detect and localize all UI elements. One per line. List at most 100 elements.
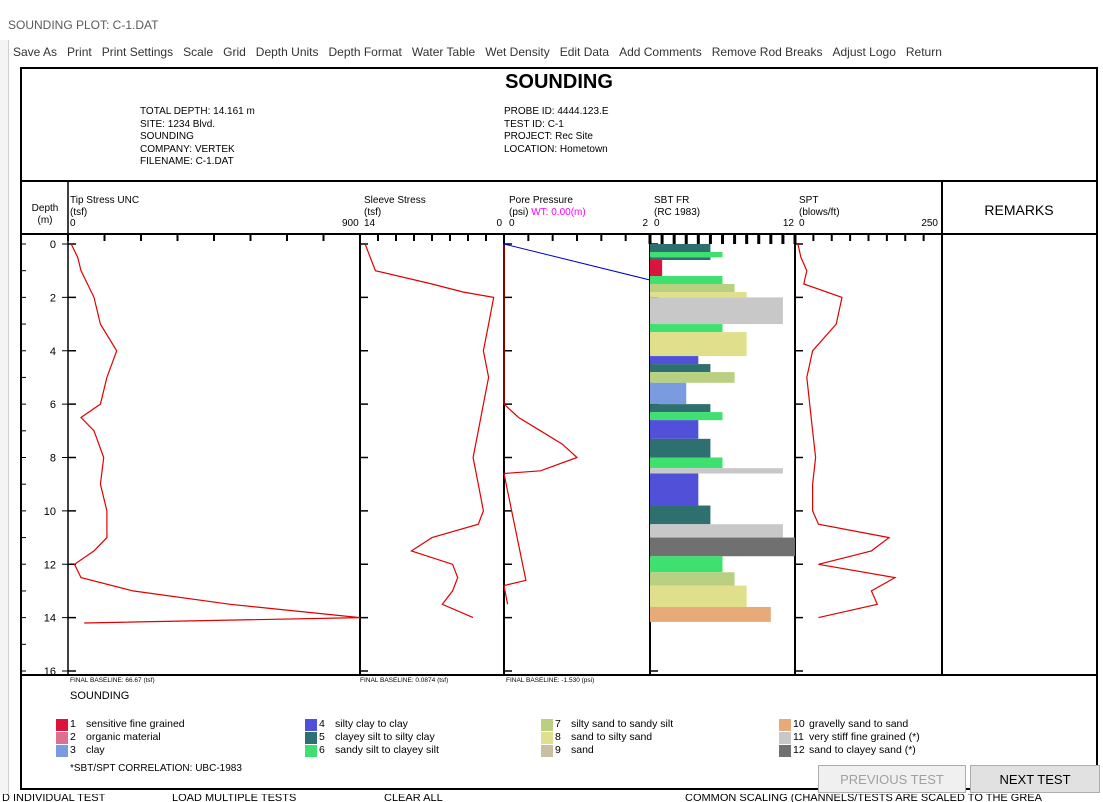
sbt-zone-bar [650, 572, 735, 586]
legend-number-2: 2 [70, 731, 76, 743]
sbt-zone-bar [650, 332, 747, 357]
menu-item-adjust-logo[interactable]: Adjust Logo [832, 45, 896, 59]
menu-item-depth-units[interactable]: Depth Units [255, 45, 319, 59]
legend-number-10: 10 [793, 718, 805, 730]
legend-number-8: 8 [555, 731, 561, 743]
legend-label-9: sand [571, 744, 594, 756]
spt-label: SPT [799, 195, 819, 206]
depth-tick-label: 14 [44, 613, 56, 625]
menu-item-print-settings[interactable]: Print Settings [101, 45, 174, 59]
status-bar: D INDIVIDUAL TEST LOAD MULTIPLE TESTS CL… [0, 794, 1103, 802]
legend-label-1: sensitive fine grained [86, 718, 185, 730]
legend-label-10: gravelly sand to sand [809, 718, 909, 730]
remarks-header: REMARKS [984, 202, 1054, 218]
header-info-right: PROBE ID: 4444.123.E TEST ID: C-1 PROJECT:… [504, 106, 609, 156]
legend-number-4: 4 [319, 718, 325, 730]
tip-stress-max: 900 [342, 218, 359, 229]
legend-swatch-11 [779, 732, 791, 744]
menu-item-depth-format[interactable]: Depth Format [328, 45, 402, 59]
menu-item-scale[interactable]: Scale [183, 45, 214, 59]
sbt-zone-bar [650, 276, 723, 285]
legend-number-9: 9 [555, 744, 561, 756]
legend-label-12: sand to clayey sand (*) [809, 744, 916, 756]
header-left-line-0: TOTAL DEPTH: 14.161 m [140, 106, 255, 117]
sbt-zone-bar [650, 324, 723, 333]
pore-pressure-unit: (psi) [509, 206, 529, 218]
sbt-zone-bar [650, 260, 663, 277]
depth-tick-label: 2 [50, 292, 56, 304]
sbt-zone-bar [650, 257, 711, 261]
legend-label-2: organic material [86, 731, 161, 743]
header-right-line-0: PROBE ID: 4444.123.E [504, 106, 609, 117]
sbt-zone-bar [650, 382, 687, 405]
previous-test-button[interactable]: PREVIOUS TEST [818, 765, 966, 793]
depth-tick-label: 10 [44, 506, 56, 518]
menu-item-save-as[interactable]: Save As [13, 45, 58, 59]
sbt-zone-bar [650, 244, 711, 253]
load-individual-test-button[interactable]: D INDIVIDUAL TEST [2, 794, 106, 802]
legend-label-4: silty clay to clay [335, 718, 408, 730]
tip-stress-unit: (tsf) [70, 206, 88, 218]
sbt-max: 12 [782, 218, 794, 229]
legend-number-12: 12 [793, 744, 805, 756]
window-title: SOUNDING PLOT: C-1.DAT [8, 18, 159, 32]
sbt-zone-bar [650, 252, 723, 258]
header-divider [22, 180, 1096, 182]
clear-all-button[interactable]: CLEAR ALL [384, 794, 443, 802]
menu-item-print[interactable]: Print [67, 45, 92, 59]
menu-item-edit-data[interactable]: Edit Data [559, 45, 610, 59]
sleeve-stress-header: Sleeve Stress (tsf) 14 [364, 195, 426, 230]
header-right-line-3: LOCATION: Hometown [504, 143, 608, 155]
spt-min: 0 [799, 218, 805, 229]
depth-tick-label: 8 [50, 453, 56, 465]
legend-swatch-1 [56, 719, 68, 731]
menu-item-water-table[interactable]: Water Table [411, 45, 476, 59]
sbt-label: SBT FR [654, 195, 690, 206]
water-table-label: WT: 0.00(m) [531, 206, 586, 218]
sbt-zone-bar [650, 420, 699, 439]
depth-header-unit: (m) [37, 214, 53, 226]
depth-tick-label: 6 [50, 399, 56, 411]
correlation-note: *SBT/SPT CORRELATION: UBC-1983 [70, 763, 242, 774]
header-right-line-1: TEST ID: C-1 [504, 118, 564, 130]
sleeve-baseline-label: FINAL BASELINE: 0.0874 (tsf) [360, 677, 449, 684]
legend-swatch-4 [305, 719, 317, 731]
sbt-header: SBT FR (RC 1983) 0 [654, 195, 700, 230]
legend-swatch-8 [541, 732, 553, 744]
sleeve-stress-label: Sleeve Stress [364, 195, 426, 206]
next-test-button[interactable]: NEXT TEST [970, 765, 1100, 793]
menu-item-add-comments[interactable]: Add Comments [619, 45, 702, 59]
header-right-line-2: PROJECT: Rec Site [504, 131, 593, 142]
legend-swatch-9 [541, 745, 553, 757]
common-scaling-label: COMMON SCALING (CHANNELS/TESTS ARE SCALE… [685, 794, 1042, 802]
legend-swatch-6 [305, 745, 317, 757]
tip-stress-label: Tip Stress UNC [70, 195, 140, 206]
legend-label-7: silty sand to sandy silt [571, 718, 674, 730]
legend-number-1: 1 [70, 718, 76, 730]
sbt-zone-bar [650, 537, 795, 557]
tip-stress-min: 0 [70, 218, 76, 229]
sbt-zone-bar [650, 297, 783, 325]
menu-item-wet-density[interactable]: Wet Density [485, 45, 550, 59]
sbt-zone-bar [650, 556, 723, 573]
pore-pressure-max: 2 [642, 218, 648, 229]
legend-swatch-7 [541, 719, 553, 731]
pore-pressure-label: Pore Pressure [509, 195, 573, 206]
pore-pressure-trace [503, 244, 579, 605]
legend-label-8: sand to silty sand [571, 731, 653, 743]
header-left-line-1: SITE: 1234 Blvd. [140, 118, 216, 130]
header-info-left: TOTAL DEPTH: 14.161 m SITE: 1234 Blvd. SOU… [140, 106, 255, 169]
legend-swatch-12 [779, 745, 791, 757]
sbt-zone-bar [650, 404, 711, 413]
menu-item-return[interactable]: Return [905, 45, 942, 59]
load-multiple-tests-button[interactable]: LOAD MULTIPLE TESTS [172, 794, 297, 802]
depth-header: Depth (m) [28, 203, 62, 226]
menu-item-grid[interactable]: Grid [223, 45, 246, 59]
legend-swatch-10 [779, 719, 791, 731]
menu-item-remove-rod-breaks[interactable]: Remove Rod Breaks [711, 45, 823, 59]
depth-tick-label: 12 [44, 559, 56, 571]
pore-baseline-label: FINAL BASELINE: -1.530 (psi) [506, 677, 595, 684]
header-left-line-4: FILENAME: C-1.DAT [140, 156, 234, 167]
